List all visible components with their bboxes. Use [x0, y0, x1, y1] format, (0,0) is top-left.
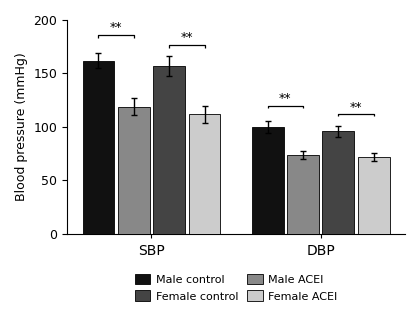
Bar [189, 114, 221, 234]
Bar [252, 127, 284, 234]
Bar [323, 131, 354, 234]
Bar [82, 61, 114, 234]
Bar [358, 157, 390, 234]
Text: **: ** [350, 100, 362, 114]
Y-axis label: Blood pressure (mmHg): Blood pressure (mmHg) [15, 52, 28, 201]
Text: **: ** [110, 22, 122, 34]
Legend: Male control, Female control, Male ACEI, Female ACEI: Male control, Female control, Male ACEI,… [135, 274, 338, 302]
Text: **: ** [181, 31, 193, 44]
Text: **: ** [279, 92, 291, 105]
Bar [287, 155, 319, 234]
Bar [153, 66, 185, 234]
Bar [118, 107, 150, 234]
